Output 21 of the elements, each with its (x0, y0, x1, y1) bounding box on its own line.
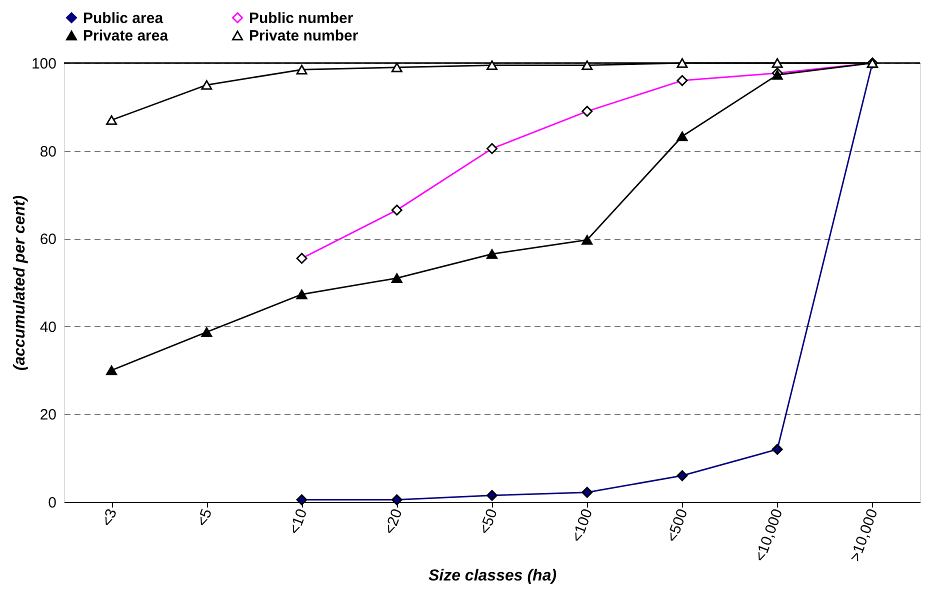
legend-label: Private area (83, 28, 169, 44)
x-tick-label: >10,000 (846, 506, 882, 564)
x-tick-label: <50 (476, 506, 501, 536)
x-tick-label: <3 (98, 506, 121, 529)
y-tick-label: 80 (40, 143, 56, 160)
x-tick-label: <10,000 (752, 506, 786, 564)
x-tick-label: <20 (381, 506, 406, 536)
x-axis-title: Size classes (ha) (428, 568, 557, 585)
y-tick-label: 20 (40, 406, 56, 424)
x-tick-label: <500 (664, 506, 692, 544)
y-axis-title: (accumulated per cent) (11, 195, 28, 371)
legend-label: Public area (83, 10, 164, 27)
x-tick-label: <5 (194, 506, 216, 529)
y-tick-label: 60 (40, 231, 56, 248)
x-tick-label: <10 (286, 506, 311, 536)
y-tick-label: 40 (40, 318, 56, 336)
legend-label: Public number (249, 10, 354, 27)
y-tick-label: 100 (31, 56, 56, 72)
y-tick-label: 0 (48, 494, 56, 512)
legend-label: Private number (249, 28, 358, 44)
x-tick-label: <100 (568, 506, 596, 544)
